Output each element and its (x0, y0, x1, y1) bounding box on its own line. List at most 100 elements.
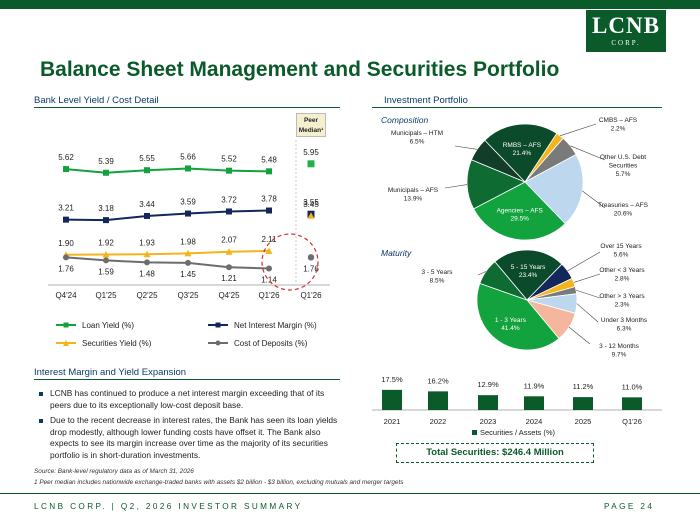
leader-line (444, 184, 468, 189)
donut-title: Maturity (381, 248, 412, 258)
donut-slice (476, 282, 560, 351)
leader-line (570, 145, 606, 161)
bar-category-label: 2022 (430, 417, 447, 426)
slice-value: 20.6% (614, 211, 633, 218)
legend-label: Net Interest Margin (%) (234, 321, 317, 330)
logo-main-text: LCNB (592, 13, 660, 38)
leader-line (575, 289, 601, 299)
leader-line (573, 273, 601, 283)
data-label: 2.11 (262, 235, 278, 244)
data-label: 1.98 (180, 237, 196, 246)
data-label: 3.78 (261, 195, 277, 204)
data-point (63, 166, 69, 173)
slice-value: 41.4% (501, 325, 520, 332)
series-line-0 (65, 167, 270, 174)
slice-value: 2.2% (611, 126, 626, 133)
data-point (144, 167, 150, 174)
x-tick-label: Q4'24 (55, 291, 77, 300)
expansion-rule (34, 379, 340, 380)
data-label: 1.59 (98, 267, 114, 276)
footer-company: LCNB CORP. | Q2, 2026 INVESTOR SUMMARY (34, 502, 303, 511)
leader-line (582, 190, 606, 209)
data-point (144, 259, 150, 266)
footer-page-number: PAGE 24 (604, 502, 655, 511)
top-accent-bar (0, 0, 700, 9)
data-point (225, 248, 233, 255)
series-line-2 (65, 250, 270, 256)
bullet-text: Due to the recent decrease in interest r… (50, 415, 338, 460)
bullet-item: LCNB has continued to produce a net inte… (38, 388, 338, 411)
legend-label: Securities Yield (%) (82, 339, 152, 348)
data-label: 5.66 (180, 152, 196, 161)
legend-label: Cost of Deposits (%) (234, 339, 308, 348)
legend-marker (63, 340, 69, 346)
bar-value-label: 11.2% (573, 382, 594, 391)
right-panel-rule (372, 107, 662, 108)
peer-data-label: 1.76 (303, 264, 319, 273)
data-point (103, 257, 109, 264)
footnote: 1 Peer median includes nationwide exchan… (34, 479, 404, 486)
slice-label: Over 15 Years (600, 243, 642, 250)
footer-rule (0, 493, 700, 494)
slice-label: Other > 3 Years (599, 293, 645, 300)
bar-value-label: 12.9% (477, 380, 499, 389)
peer-data-label: 5.95 (303, 148, 319, 157)
left-panel-rule (34, 107, 340, 108)
peer-median-header: Peer Median¹ (296, 113, 326, 137)
bar-value-label: 11.9% (524, 381, 545, 390)
slice-label: RMBS – AFS (503, 142, 542, 149)
data-label: 5.55 (139, 154, 155, 163)
slice-label: 3 - 12 Months (599, 343, 639, 350)
peer-data-label: 3.45 (303, 200, 319, 209)
slice-value: 29.5% (511, 216, 530, 223)
slice-label: 5 - 15 Years (511, 264, 546, 271)
donut-title: Composition (381, 115, 429, 125)
x-tick-label: Q3'25 (177, 291, 199, 300)
donut-slice (479, 261, 529, 301)
legend-marker (215, 322, 221, 328)
page-title: Balance Sheet Management and Securities … (40, 58, 560, 81)
bar-legend-swatch (472, 430, 477, 435)
slice-label: Securities (609, 163, 638, 170)
data-point (185, 259, 191, 266)
peer-median-label-1: Peer (303, 117, 319, 124)
bar-legend-label: Securities / Assets (%) (480, 428, 556, 437)
data-label: 3.21 (58, 204, 74, 213)
slice-label: CMBS – AFS (599, 117, 638, 124)
bar (428, 391, 448, 410)
slice-label: Agencies – AFS (497, 208, 544, 215)
bar-category-label: 2021 (384, 417, 401, 426)
leader-line (477, 271, 487, 276)
slice-label: Other < 3 Years (599, 267, 645, 274)
leader-line (568, 326, 591, 345)
slice-value: 13.9% (404, 196, 423, 203)
data-label: 1.21 (221, 274, 237, 283)
source-note: Source: Bank-level regulatory data as of… (34, 468, 194, 475)
peer-median-label-2: Median¹ (298, 127, 324, 134)
bar-value-label: 17.5% (381, 375, 403, 384)
data-label: 5.52 (221, 155, 237, 164)
donut-slice (470, 139, 526, 183)
slice-value: 5.7% (616, 171, 631, 178)
data-point (144, 212, 150, 219)
bullet-text: LCNB has continued to produce a net inte… (50, 388, 325, 410)
data-label: 1.45 (180, 270, 196, 279)
highlight-circle (261, 233, 319, 291)
data-point (185, 165, 191, 172)
data-label: 3.18 (98, 204, 114, 213)
bar (382, 389, 402, 410)
peer-point (307, 212, 315, 219)
bar-category-label: Q1'26 (622, 417, 642, 426)
series-line-1 (65, 209, 270, 222)
data-label: 1.76 (58, 264, 74, 273)
slice-label: 1 - 3 Years (495, 317, 527, 324)
bullet-square-icon (39, 419, 43, 423)
x-tick-label: Q1'26 (300, 291, 322, 300)
expansion-title: Interest Margin and Yield Expansion (34, 367, 187, 378)
bullet-item: Due to the recent decrease in interest r… (38, 415, 338, 461)
slice-label: Municipals – HTM (391, 130, 443, 137)
data-point (226, 264, 232, 271)
peer-point (307, 160, 315, 168)
data-point (266, 168, 272, 175)
